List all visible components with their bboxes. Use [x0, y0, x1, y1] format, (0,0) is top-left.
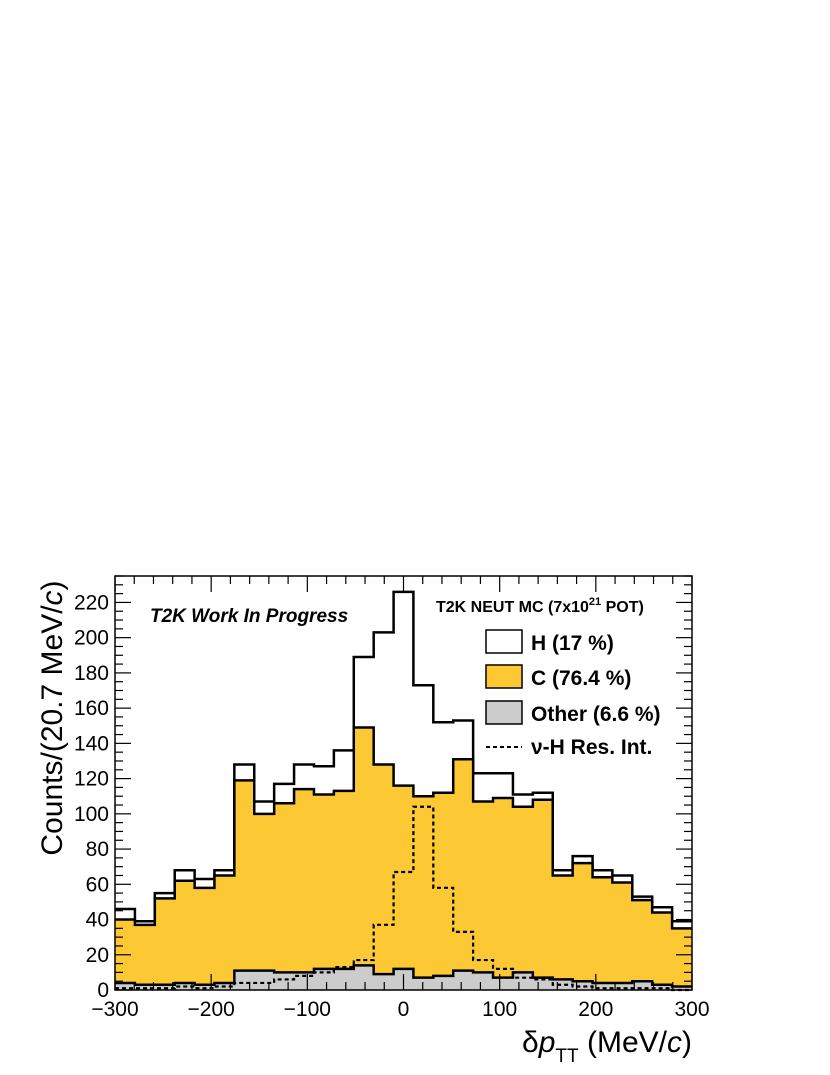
bin-other-16 [433, 975, 454, 990]
bin-other-7 [254, 970, 275, 990]
x-tick-label: −300 [91, 998, 138, 1021]
series-c [115, 726, 693, 990]
bin-other-12 [353, 965, 375, 990]
legend-label-other: Other (6.6 %) [531, 703, 661, 726]
legend-label-c: C (76.4 %) [531, 667, 631, 690]
bin-c-9 [294, 789, 315, 990]
y-tick-label: 220 [74, 591, 109, 614]
sample-label-end: POT) [601, 599, 644, 616]
y-tick-label: 200 [74, 627, 109, 650]
bin-c-6 [234, 780, 255, 990]
bin-c-24 [592, 877, 613, 990]
legend-swatch-c [485, 664, 523, 689]
bin-other-22 [552, 979, 574, 990]
line-res [115, 805, 692, 992]
bin-c-2 [154, 898, 176, 990]
y-tick-label: 60 [86, 873, 109, 896]
x-tick-label: −200 [188, 998, 235, 1021]
bin-other-15 [413, 977, 434, 990]
y-tick-label: 0 [97, 979, 109, 1002]
y-tick-label: 80 [86, 838, 109, 861]
y-axis-title-main: Counts/(20.7 MeV/ [36, 605, 69, 856]
x-axis-title-symbol: δ [522, 1026, 539, 1059]
sample-label-exponent: 21 [589, 596, 601, 608]
y-tick-label: 120 [74, 768, 109, 791]
outline-other [115, 964, 692, 988]
legend: H (17 %) C (76.4 %) Other (6.6 %) ν-H Re… [485, 629, 661, 759]
bin-other-24 [592, 982, 613, 990]
y-tick-label: 40 [86, 909, 109, 932]
y-axis-title: Counts/(20.7 MeV/c) [36, 580, 69, 855]
bin-c-19 [493, 797, 514, 990]
x-tick-label: 200 [578, 998, 613, 1021]
watermark-text: T2K Work In Progress [150, 606, 348, 627]
bin-c-20 [512, 806, 534, 990]
x-tick-label: 0 [398, 998, 410, 1021]
bin-other-19 [493, 977, 514, 990]
x-tick-label: −100 [284, 998, 331, 1021]
bin-c-13 [373, 764, 395, 990]
bin-other-0 [115, 982, 136, 990]
bin-c-12 [353, 727, 375, 990]
bin-c-8 [274, 803, 295, 990]
bin-other-25 [612, 982, 633, 990]
legend-label-res: ν-H Res. Int. [531, 736, 652, 759]
bin-c-11 [333, 790, 355, 990]
y-axis-title-close: ) [36, 580, 69, 590]
bin-other-28 [672, 986, 693, 990]
bin-c-16 [433, 792, 454, 990]
bin-c-4 [194, 887, 215, 990]
x-tick-label: 300 [674, 998, 709, 1021]
bin-other-18 [473, 972, 494, 990]
bin-other-10 [313, 968, 335, 990]
bin-other-8 [274, 972, 295, 990]
bin-c-1 [134, 924, 156, 990]
bin-c-27 [652, 912, 673, 990]
bin-c-23 [572, 863, 594, 990]
bin-c-15 [413, 796, 434, 990]
bin-other-23 [572, 981, 594, 990]
bin-c-7 [254, 813, 275, 990]
bin-c-17 [453, 759, 474, 990]
legend-swatch-h [485, 629, 523, 654]
x-axis-title-unit-close: ) [682, 1026, 692, 1059]
y-tick-label: 20 [86, 944, 109, 967]
y-tick-label: 160 [74, 697, 109, 720]
bin-c-18 [473, 801, 494, 990]
x-tick-label: 100 [482, 998, 517, 1021]
bin-other-11 [333, 968, 355, 990]
outline-c [115, 726, 692, 930]
bin-c-5 [214, 875, 235, 990]
plot-area [115, 590, 693, 992]
bin-c-14 [393, 785, 414, 990]
x-axis-title-unit-open: (MeV/ [579, 1026, 668, 1059]
x-axis-title-sub: TT [555, 1046, 579, 1067]
y-axis-title-var: c [36, 590, 69, 605]
x-axis-title-var: p [538, 1026, 556, 1059]
legend-swatch-other [485, 700, 523, 725]
bin-other-17 [453, 970, 474, 990]
legend-label-h: H (17 %) [531, 632, 614, 655]
bin-other-20 [512, 972, 534, 990]
bin-c-28 [672, 928, 693, 990]
y-tick-label: 140 [74, 732, 109, 755]
x-axis-title: δpTT (MeV/c) [522, 1026, 692, 1067]
bin-other-6 [234, 970, 255, 990]
axes: −300 −200 −100 0 100 200 300 0 20 40 60 80 100 120 140… [74, 575, 710, 1021]
bin-c-21 [532, 799, 554, 990]
y-tick-label: 180 [74, 662, 109, 685]
bin-c-26 [632, 900, 653, 990]
x-axis-title-unit-var: c [667, 1026, 682, 1059]
bin-c-3 [174, 880, 196, 990]
bin-c-10 [313, 794, 335, 990]
sample-label: T2K NEUT MC (7x1021 POT) [436, 596, 644, 616]
series-res [115, 805, 692, 992]
bin-c-22 [552, 875, 574, 990]
y-tick-label: 100 [74, 803, 109, 826]
bin-other-26 [632, 981, 653, 990]
bin-c-25 [612, 882, 633, 990]
sample-label-main: T2K NEUT MC (7x10 [436, 599, 589, 616]
